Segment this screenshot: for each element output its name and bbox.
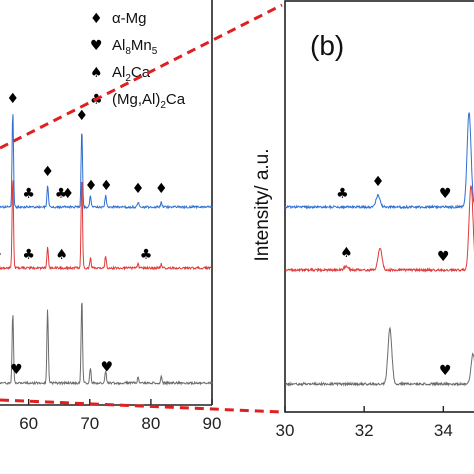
club-icon: ♣ [55,186,68,202]
diamond-icon: ♦ [76,108,89,124]
legend-label-mgal2ca: (Mg,Al)2Ca [112,91,186,111]
panel-b-label: (b) [310,30,344,61]
heart-icon: ♥ [437,249,450,265]
legend-item-alpha-mg: ♦ α-Mg [90,10,147,27]
diamond-icon: ♦ [61,186,74,202]
panel-a-traces [0,114,213,386]
panel-a-x-tick-label: 70 [80,414,99,433]
diamond-icon: ♦ [0,247,3,263]
heart-icon: ♥ [10,362,23,378]
panel-a-series-0-line [0,114,213,210]
club-icon: ♣ [22,186,35,202]
panel-a-x-tick-label: 60 [19,414,38,433]
heart-icon: ♥ [101,359,114,375]
zoom-connector-bottom [0,398,283,414]
panel-b: (b) Intensity/ a.u. ♣ ♦ ♥ ♠ ♥ ♥ 30 32 34 [252,0,474,440]
diamond-icon: ♦ [100,178,113,194]
panel-a-series-1-line [0,180,213,271]
diamond-icon: ♦ [132,181,145,197]
panel-a-series-2-line [0,302,213,386]
panel-a-x-tick-label: 90 [203,414,222,433]
panel-b-x-tick-label: 30 [276,421,295,440]
diamond-icon: ♦ [85,178,98,194]
panel-b-markers: ♣ ♦ ♥ ♠ ♥ ♥ [336,174,451,379]
diamond-icon: ♦ [6,91,19,107]
panel-a-markers: ♦♦♣♦♦♣♦♦♦♦♦♣♠♣♥♥ [0,91,168,378]
spade-icon: ♠ [55,247,68,263]
diamond-icon: ♦ [372,174,385,190]
club-icon: ♣ [22,247,35,263]
panel-a-x-tick-label: 80 [141,414,160,433]
diamond-icon: ♦ [41,164,54,180]
heart-icon: ♥ [439,363,452,379]
zoom-connector-top [0,3,283,150]
panel-b-x-tick-label: 34 [434,421,453,440]
panel-b-series-2-line [284,326,474,388]
heart-icon: ♥ [439,186,452,202]
spade-icon: ♠ [90,65,103,81]
panel-b-series-0-line [284,112,474,210]
heart-icon: ♥ [90,38,103,54]
legend-item-al2ca: ♠ Al2Ca [90,64,151,84]
legend-item-mgal2ca: ♣ (Mg,Al)2Ca [90,91,186,111]
diamond-icon: ♦ [90,11,103,27]
legend: ♦ α-Mg ♥ Al8Mn5 ♠ Al2Ca ♣ (Mg,Al)2Ca [90,10,186,111]
panel-b-ticks: 30 32 34 [276,406,453,440]
diamond-icon: ♦ [155,181,168,197]
club-icon: ♣ [140,247,153,263]
spade-icon: ♠ [340,245,353,261]
panel-b-traces [284,112,474,388]
panel-b-x-tick-label: 32 [355,421,374,440]
panel-b-series-1-line [284,184,474,273]
panel-a-ticks: 60 70 80 90 [19,399,221,433]
y-axis-title: Intensity/ a.u. [252,148,273,261]
legend-item-al8mn5: ♥ Al8Mn5 [90,37,158,57]
legend-label-al2ca: Al2Ca [112,64,151,84]
legend-label-alpha-mg: α-Mg [112,10,147,27]
club-icon: ♣ [336,186,349,202]
legend-label-al8mn5: Al8Mn5 [112,37,158,57]
